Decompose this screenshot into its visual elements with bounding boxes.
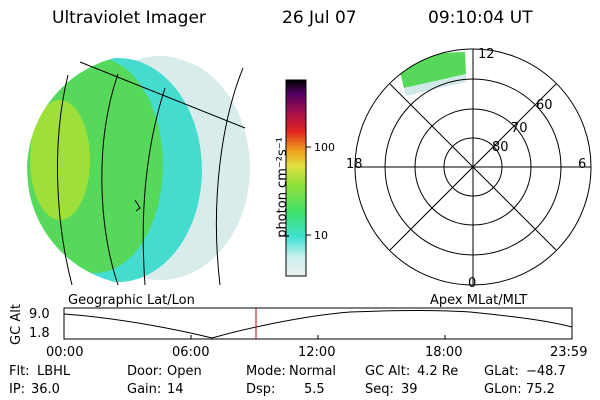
status-value: 39: [401, 382, 418, 397]
instrument-title: Ultraviolet Imager: [52, 8, 206, 28]
status-value: 14: [167, 382, 184, 397]
gc-alt-curve: [63, 310, 573, 339]
polar-grid: [354, 48, 592, 286]
gc-alt-ytick-max: 9.0: [29, 307, 50, 322]
gc-alt-xtick: 06:00: [172, 345, 210, 360]
colorbar-tick-100: 100: [314, 141, 335, 154]
status-key: GC Alt:: [365, 364, 411, 379]
colorbar-label: photon cm⁻²s⁻¹: [274, 137, 290, 238]
geo-lon-line: [215, 67, 244, 286]
geo-lon-line: [101, 73, 119, 286]
colorbar: [285, 79, 307, 277]
status-value: 4.2 Re: [417, 364, 459, 379]
status-value: LBHL: [37, 364, 71, 379]
status-key: GLon:: [484, 382, 522, 397]
mlat-label-70: 70: [511, 121, 528, 136]
time-label: 09:10:04 UT: [428, 8, 533, 28]
status-value: 75.2: [526, 382, 555, 397]
status-key: GLat:: [484, 364, 519, 379]
gc-alt-xtick: 00:00: [46, 345, 84, 360]
status-key: IP:: [9, 382, 26, 397]
apex-panel-label: Apex MLat/MLT: [430, 293, 528, 308]
geographic-panel-label: Geographic Lat/Lon: [68, 293, 195, 308]
status-key: Seq:: [365, 382, 394, 397]
status-value: 36.0: [31, 382, 60, 397]
status-key: Mode:: [246, 364, 286, 379]
gc-alt-xtick: 12:00: [298, 345, 336, 360]
geo-small-mark: [134, 199, 141, 212]
gc-alt-xtick: 23:59: [550, 345, 588, 360]
status-key: Flt:: [9, 364, 30, 379]
polar-image: [400, 52, 466, 96]
status-value: −48.7: [526, 364, 566, 379]
mlt-label-0: 0: [468, 276, 477, 291]
status-value: 5.5: [304, 382, 325, 397]
mlat-label-80: 80: [492, 140, 509, 155]
status-key: Dsp:: [246, 382, 276, 397]
mlat-label-60: 60: [536, 98, 553, 113]
mlt-label-12: 12: [478, 47, 495, 62]
mlt-label-6: 6: [578, 157, 587, 172]
gc-alt-ylabel: GC Alt: [8, 304, 24, 345]
gc-alt-xtick: 18:00: [425, 345, 463, 360]
colorbar-tick-10: 10: [314, 229, 328, 242]
status-key: Gain:: [127, 382, 162, 397]
mlt-label-18: 18: [346, 157, 363, 172]
status-key: Door:: [127, 364, 163, 379]
geo-lon-line: [142, 87, 166, 286]
geo-lon-line: [57, 74, 73, 286]
date-label: 26 Jul 07: [282, 8, 357, 28]
status-value: Open: [167, 364, 202, 379]
gc-alt-ytick-min: 1.8: [29, 326, 50, 341]
status-value: Normal: [289, 364, 337, 379]
